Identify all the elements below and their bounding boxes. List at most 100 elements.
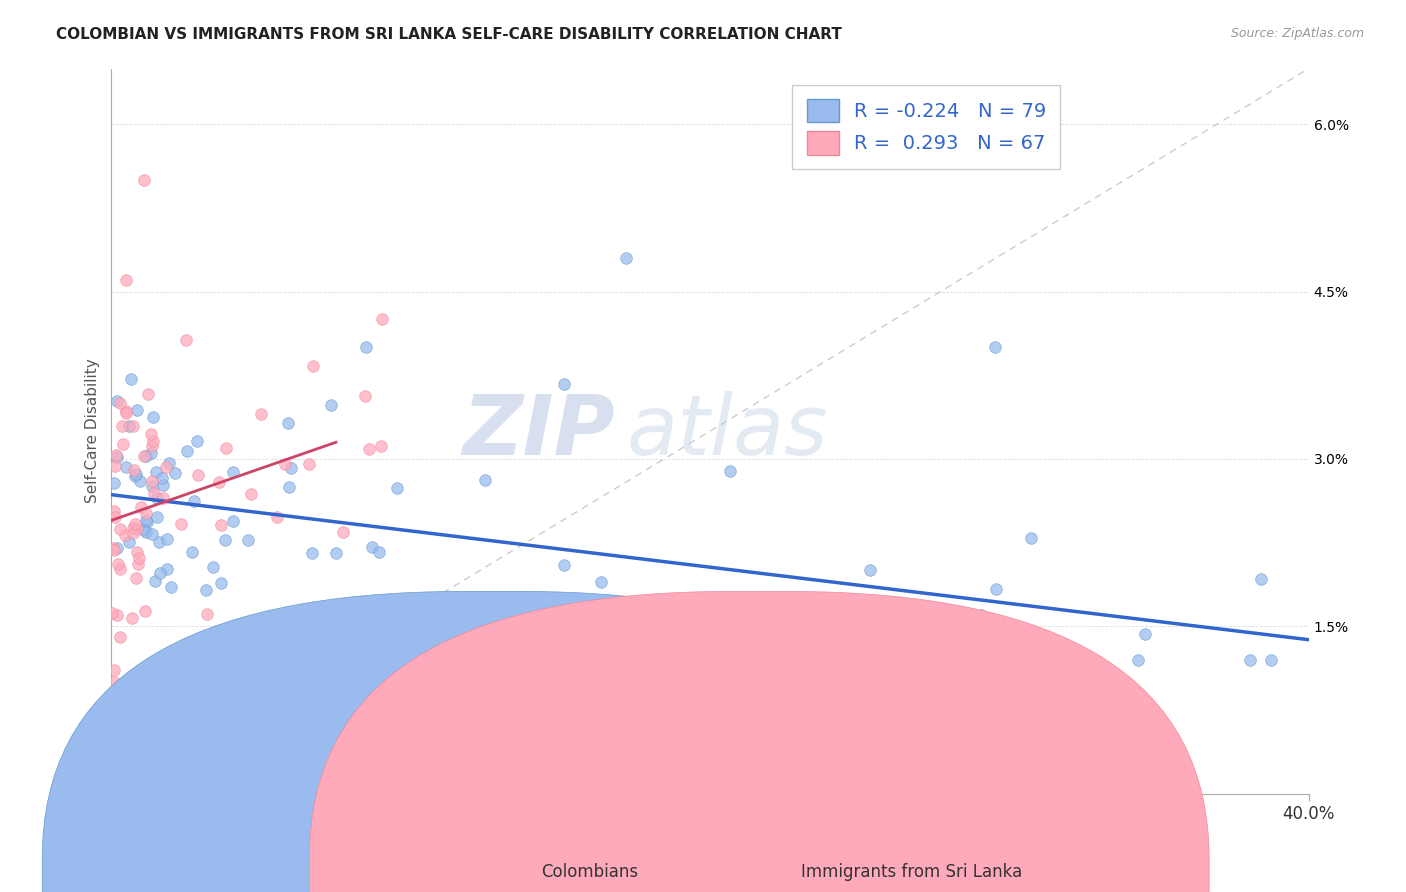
Point [135,450,157,464]
Point [221,514,243,528]
Point [215,442,238,456]
Legend: R = -0.224   N = 79, R =  0.293   N = 67: R = -0.224 N = 79, R = 0.293 N = 67 [792,85,1060,169]
Point [104,459,127,474]
Point [614,251,637,265]
Point [101,541,124,555]
Point [183,494,205,508]
Point [108,395,131,409]
Point [142,486,165,500]
Point [107,558,129,572]
Point [591,574,613,589]
Point [236,533,259,547]
Y-axis label: Self-Care Disability: Self-Care Disability [86,359,100,503]
Point [145,466,167,480]
Point [569,623,592,637]
Point [105,541,128,555]
Point [1239,653,1261,667]
Point [332,524,354,539]
Point [115,273,138,287]
Point [141,479,163,493]
Point [124,467,146,482]
Point [150,470,173,484]
Point [201,560,224,574]
Point [859,563,882,577]
Point [361,540,384,554]
Point [277,416,299,430]
Text: Colombians: Colombians [541,863,638,881]
Point [105,686,128,700]
Point [141,527,163,541]
Point [207,475,229,490]
Text: Immigrants from Sri Lanka: Immigrants from Sri Lanka [801,863,1022,881]
Point [141,475,163,489]
Text: atlas: atlas [626,391,828,472]
Point [134,513,156,527]
Point [129,500,152,514]
Point [139,427,162,442]
Point [152,478,174,492]
Point [250,407,273,421]
Point [103,663,125,677]
Point [785,637,807,651]
Point [180,545,202,559]
Point [302,359,325,373]
Point [124,517,146,532]
Point [983,340,1005,354]
Point [277,480,299,494]
Point [174,333,197,347]
Point [146,509,169,524]
Point [744,620,766,634]
Point [136,387,159,401]
Point [122,526,145,541]
Point [155,459,177,474]
Point [354,389,377,403]
Point [124,571,146,585]
Point [149,566,172,580]
Point [197,632,219,647]
Point [115,404,138,418]
Point [984,582,1007,596]
Point [156,562,179,576]
Point [114,406,136,420]
Point [124,468,146,483]
Point [553,558,575,572]
Point [105,394,128,409]
Point [357,442,380,456]
Point [163,466,186,480]
Point [145,491,167,505]
Point [176,443,198,458]
Point [195,583,218,598]
Point [142,409,165,424]
Point [1250,572,1272,586]
Text: Source: ZipAtlas.com: Source: ZipAtlas.com [1230,27,1364,40]
Point [204,648,226,662]
Point [274,457,297,471]
Point [127,558,149,572]
Point [134,604,156,618]
Point [103,708,125,723]
Point [280,461,302,475]
Point [266,510,288,524]
Point [108,562,131,576]
Point [125,402,148,417]
Point [135,506,157,520]
Point [104,510,127,524]
Point [209,518,232,533]
Point [115,459,138,474]
Point [141,439,163,453]
Point [134,450,156,464]
Point [105,448,128,462]
Point [367,545,389,559]
Point [728,602,751,616]
Point [125,544,148,558]
Point [170,516,193,531]
Point [956,653,979,667]
Point [105,608,128,623]
Point [157,456,180,470]
Point [101,606,124,620]
Point [132,524,155,538]
Point [118,535,141,549]
Point [1126,653,1149,667]
Point [156,532,179,546]
Text: COLOMBIAN VS IMMIGRANTS FROM SRI LANKA SELF-CARE DISABILITY CORRELATION CHART: COLOMBIAN VS IMMIGRANTS FROM SRI LANKA S… [56,27,842,42]
